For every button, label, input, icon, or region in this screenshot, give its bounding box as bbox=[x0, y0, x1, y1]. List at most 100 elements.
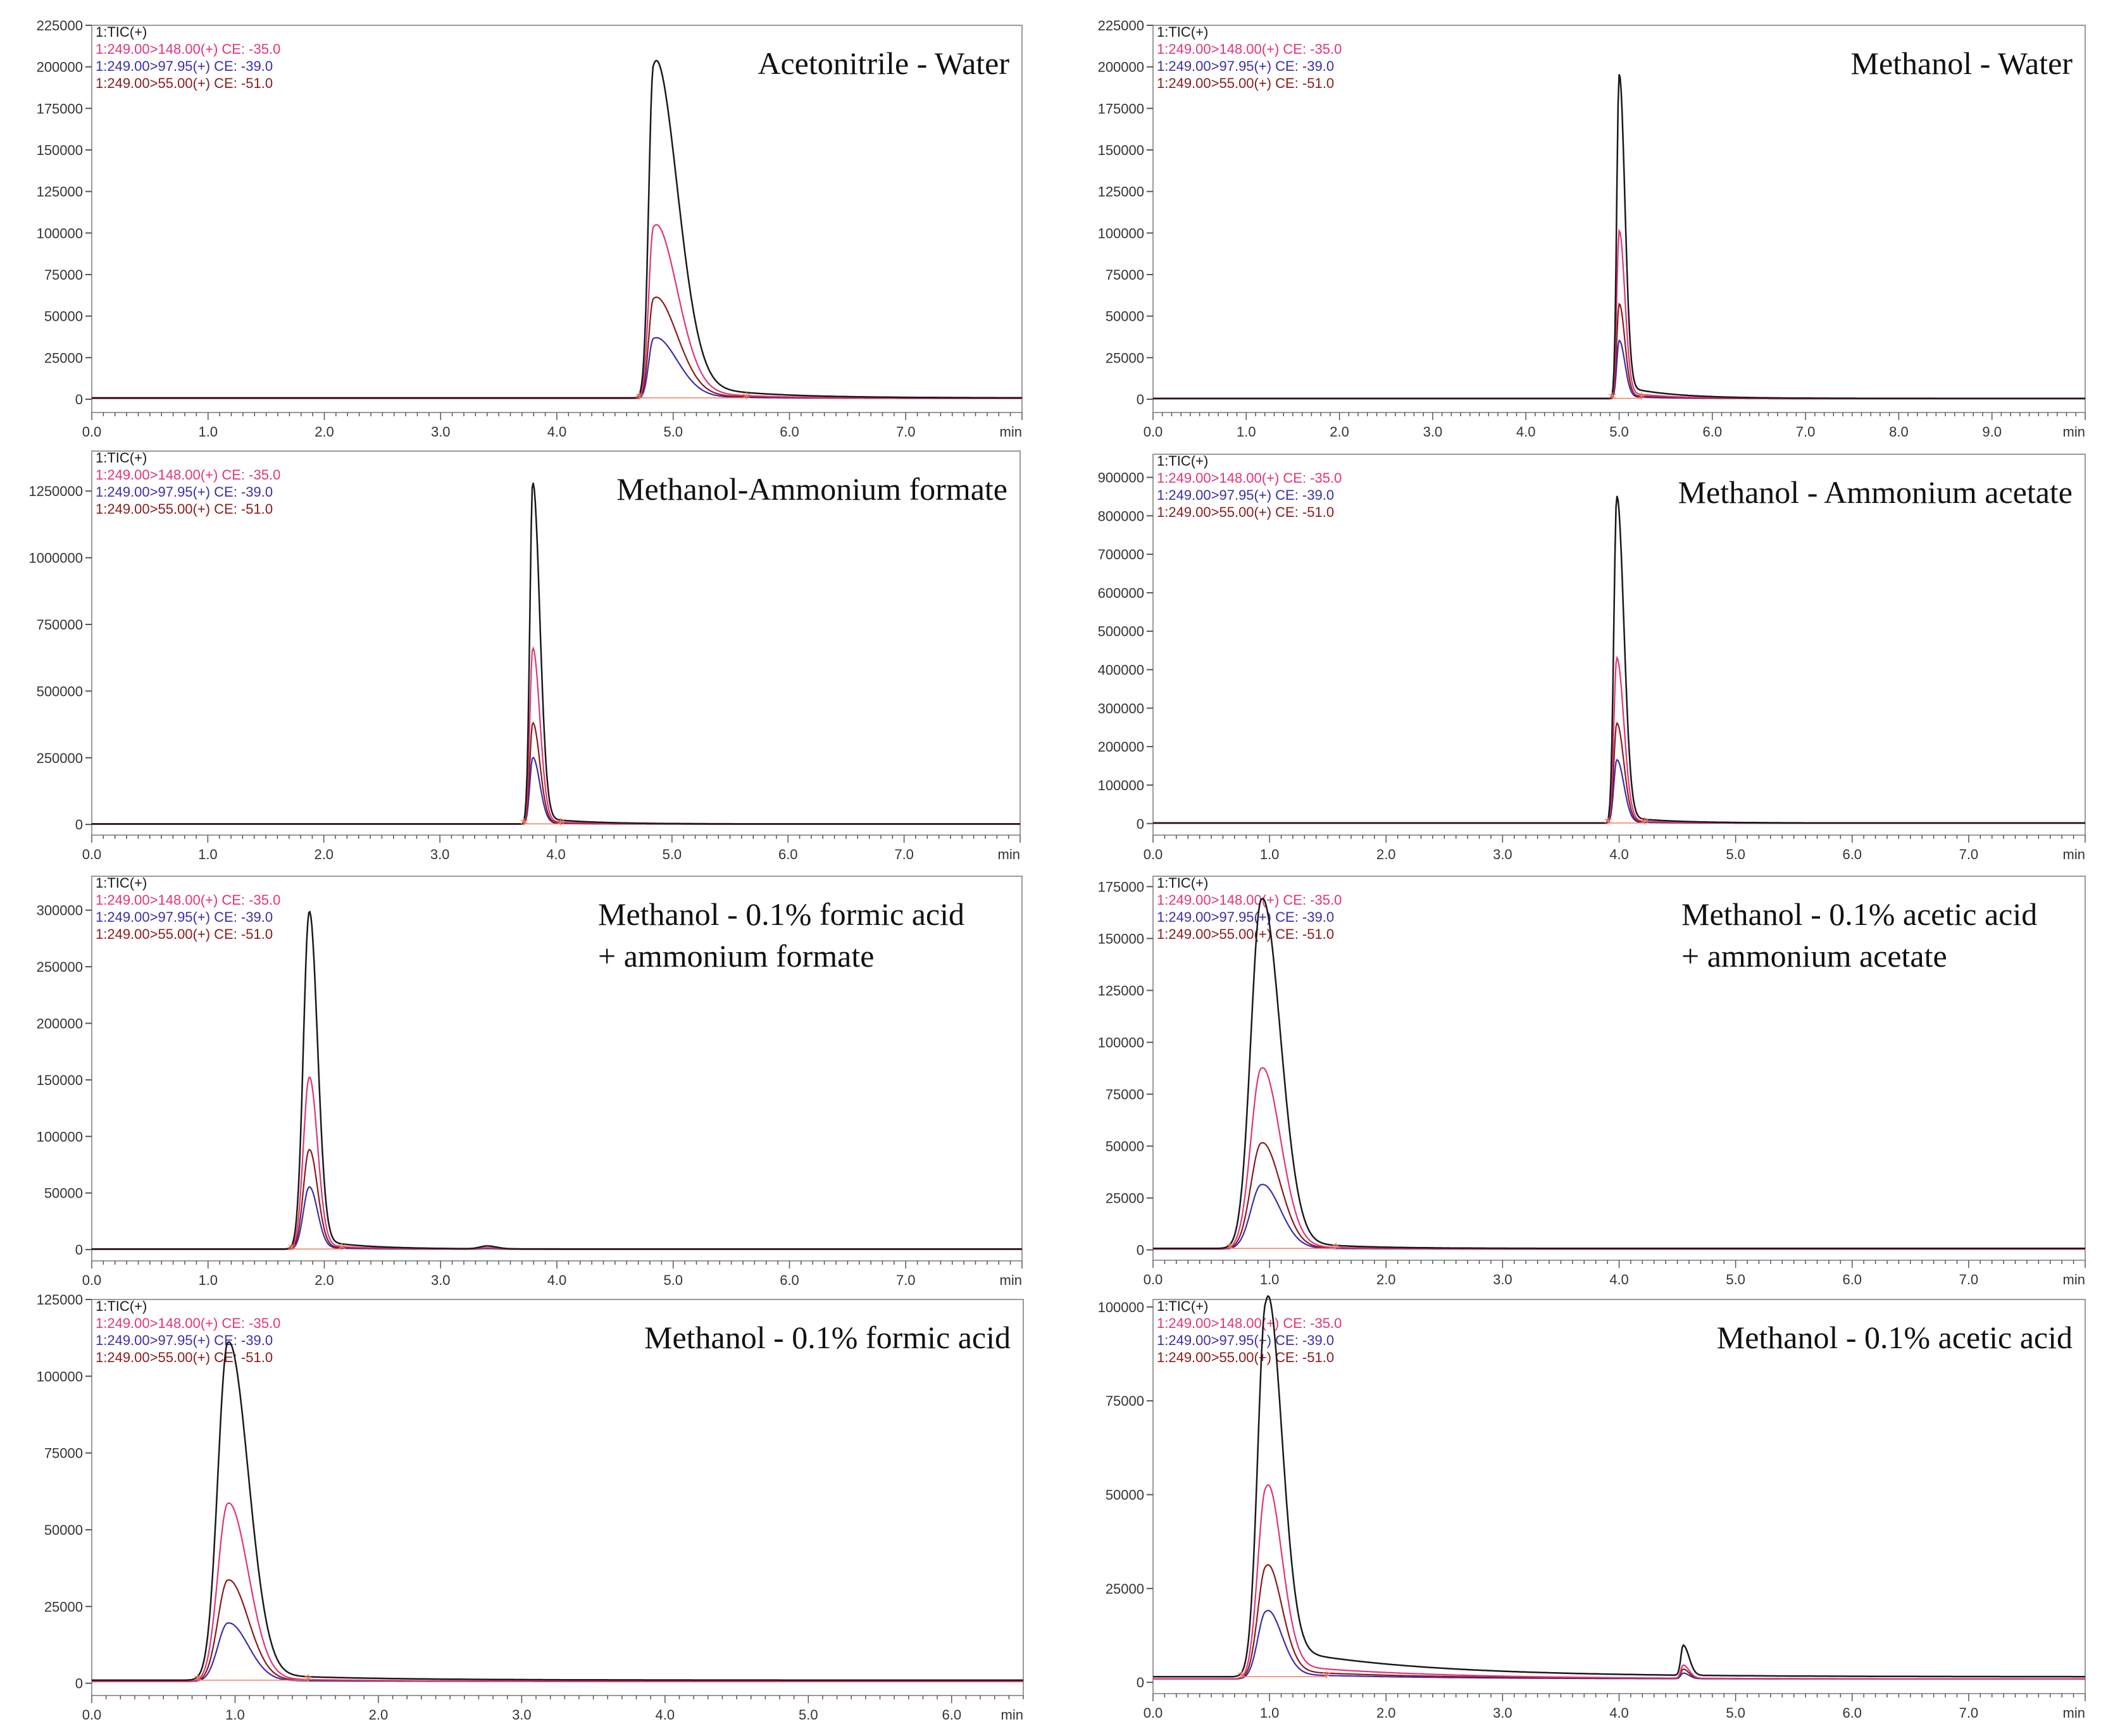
x-unit-label: min bbox=[2063, 424, 2085, 440]
y-tick-label: 100000 bbox=[1098, 1034, 1144, 1050]
y-tick-label: 125000 bbox=[1098, 983, 1144, 998]
y-tick-label: 100000 bbox=[37, 225, 83, 241]
peak-marker: * bbox=[1237, 1668, 1245, 1687]
chromatogram-panel-8: 0 25000 50000 75000 100000 0.0 1.0 2.0 3.0 4.0 5.0… bbox=[1098, 1294, 2086, 1721]
trace-q98 bbox=[92, 1186, 1022, 1250]
x-tick-label: 6.0 bbox=[1842, 1705, 1862, 1721]
legend-entry: 1:249.00>97.95(+) CE: -39.0 bbox=[96, 1332, 273, 1348]
x-tick-label: 8.0 bbox=[1889, 424, 1909, 440]
panel-title: Methanol - 0.1% formic acid bbox=[598, 896, 964, 932]
x-unit-label: min bbox=[1001, 1707, 1023, 1723]
x-tick-label: 0.0 bbox=[1144, 1272, 1163, 1287]
x-tick-label: 7.0 bbox=[1959, 846, 1979, 862]
x-tick-label: 0.0 bbox=[82, 846, 102, 862]
chromatogram-panel-1: 0 25000 50000 75000 100000 125000 150000 175000… bbox=[37, 18, 1023, 440]
trace-q98 bbox=[1153, 1184, 2085, 1250]
trace-q148 bbox=[92, 1076, 1022, 1250]
x-tick-label: 4.0 bbox=[656, 1707, 675, 1723]
peak-marker: * bbox=[1323, 1668, 1331, 1687]
legend-entry: 1:249.00>97.95(+) CE: -39.0 bbox=[96, 58, 273, 74]
legend-entry: 1:249.00>55.00(+) CE: -51.0 bbox=[96, 1349, 273, 1365]
x-tick-label: 9.0 bbox=[1982, 424, 2002, 440]
x-tick-label: 4.0 bbox=[547, 424, 567, 440]
x-tick-label: 3.0 bbox=[431, 1272, 451, 1288]
y-tick-label: 0 bbox=[75, 1242, 83, 1258]
panel-title: Methanol - Ammonium acetate bbox=[1678, 474, 2073, 510]
y-tick-label: 75000 bbox=[44, 1446, 83, 1461]
y-tick-label: 150000 bbox=[1098, 142, 1144, 158]
x-tick-label: 2.0 bbox=[369, 1707, 389, 1723]
trace-q98 bbox=[1153, 759, 2085, 824]
panel-title: Methanol-Ammonium formate bbox=[616, 471, 1007, 507]
legend-entry: 1:249.00>97.95(+) CE: -39.0 bbox=[96, 909, 273, 925]
legend-entry: 1:249.00>148.00(+) CE: -35.0 bbox=[1157, 470, 1342, 486]
legend-entry: 1:249.00>55.00(+) CE: -51.0 bbox=[1157, 926, 1334, 942]
y-tick-label: 125000 bbox=[37, 1292, 83, 1308]
x-tick-label: 7.0 bbox=[1959, 1272, 1979, 1287]
y-tick-label: 225000 bbox=[1098, 18, 1144, 34]
panel-title: Methanol - 0.1% acetic acid bbox=[1717, 1320, 2073, 1355]
x-tick-label: 2.0 bbox=[1376, 846, 1396, 862]
y-tick-label: 125000 bbox=[37, 184, 83, 200]
trace-q98 bbox=[92, 756, 1020, 825]
x-tick-label: 0.0 bbox=[1144, 424, 1163, 440]
x-tick-label: 7.0 bbox=[1959, 1705, 1979, 1721]
legend-entry: 1:249.00>148.00(+) CE: -35.0 bbox=[96, 41, 280, 57]
legend-entry: 1:249.00>148.00(+) CE: -35.0 bbox=[1157, 1315, 1342, 1331]
y-tick-label: 25000 bbox=[1106, 1581, 1144, 1597]
y-tick-label: 750000 bbox=[37, 617, 83, 633]
legend-entry: 1:249.00>55.00(+) CE: -51.0 bbox=[96, 75, 273, 91]
y-tick-label: 300000 bbox=[37, 903, 83, 919]
trace-tic bbox=[92, 910, 1022, 1250]
y-tick-label: 100000 bbox=[1098, 778, 1144, 793]
x-tick-label: 2.0 bbox=[315, 1272, 334, 1288]
x-tick-label: 7.0 bbox=[894, 846, 914, 862]
x-unit-label: min bbox=[1000, 1272, 1022, 1288]
x-tick-label: 1.0 bbox=[198, 424, 218, 440]
y-tick-label: 250000 bbox=[37, 750, 83, 766]
y-tick-label: 100000 bbox=[1098, 225, 1144, 241]
trace-tic bbox=[1153, 1294, 2085, 1678]
trace-q98 bbox=[1153, 339, 2085, 400]
legend-entry: 1:249.00>97.95(+) CE: -39.0 bbox=[1157, 1332, 1334, 1348]
y-tick-label: 150000 bbox=[37, 1072, 83, 1088]
panel-title: + ammonium formate bbox=[598, 938, 874, 974]
x-tick-label: 5.0 bbox=[1726, 1705, 1745, 1721]
y-tick-label: 700000 bbox=[1098, 547, 1144, 562]
legend-entry: 1:249.00>55.00(+) CE: -51.0 bbox=[96, 926, 273, 942]
legend-entry: 1:TIC(+) bbox=[96, 875, 147, 891]
y-tick-label: 900000 bbox=[1098, 469, 1144, 485]
legend-entry: 1:249.00>97.95(+) CE: -39.0 bbox=[96, 484, 273, 500]
legend-entry: 1:249.00>55.00(+) CE: -51.0 bbox=[1157, 75, 1334, 91]
x-tick-label: 3.0 bbox=[1493, 846, 1512, 862]
y-tick-label: 125000 bbox=[1098, 184, 1144, 200]
x-tick-label: 7.0 bbox=[896, 1272, 916, 1288]
y-tick-label: 0 bbox=[1137, 392, 1144, 407]
x-tick-label: 2.0 bbox=[1330, 424, 1349, 440]
legend-entry: 1:TIC(+) bbox=[96, 1298, 147, 1314]
y-tick-label: 175000 bbox=[1098, 101, 1144, 116]
x-tick-label: 1.0 bbox=[225, 1707, 245, 1723]
trace-tic bbox=[92, 1341, 1023, 1681]
legend-entry: 1:TIC(+) bbox=[96, 450, 147, 466]
legend-entry: 1:249.00>97.95(+) CE: -39.0 bbox=[1157, 58, 1334, 74]
plot-frame bbox=[91, 1299, 1024, 1696]
peak-marker: * bbox=[742, 390, 751, 409]
panel-title: Acetonitrile - Water bbox=[757, 46, 1009, 81]
x-tick-label: 0.0 bbox=[1144, 1705, 1163, 1721]
y-tick-label: 50000 bbox=[44, 1522, 83, 1538]
x-tick-label: 1.0 bbox=[198, 846, 218, 862]
x-unit-label: min bbox=[998, 846, 1020, 862]
legend-entry: 1:249.00>148.00(+) CE: -35.0 bbox=[96, 1315, 280, 1331]
y-tick-label: 75000 bbox=[44, 267, 83, 283]
legend-entry: 1:249.00>148.00(+) CE: -35.0 bbox=[96, 467, 280, 483]
trace-q55 bbox=[92, 721, 1020, 825]
x-tick-label: 1.0 bbox=[1260, 1705, 1280, 1721]
legend-entry: 1:249.00>97.95(+) CE: -39.0 bbox=[1157, 909, 1334, 925]
peak-marker: * bbox=[1226, 1240, 1234, 1259]
x-tick-label: 5.0 bbox=[1726, 846, 1745, 862]
y-tick-label: 150000 bbox=[1098, 931, 1144, 946]
x-tick-label: 3.0 bbox=[1423, 424, 1443, 440]
y-tick-label: 25000 bbox=[44, 1599, 83, 1615]
chromatogram-panel-6: 0 25000 50000 75000 100000 125000 150000 175000… bbox=[1098, 875, 2086, 1287]
